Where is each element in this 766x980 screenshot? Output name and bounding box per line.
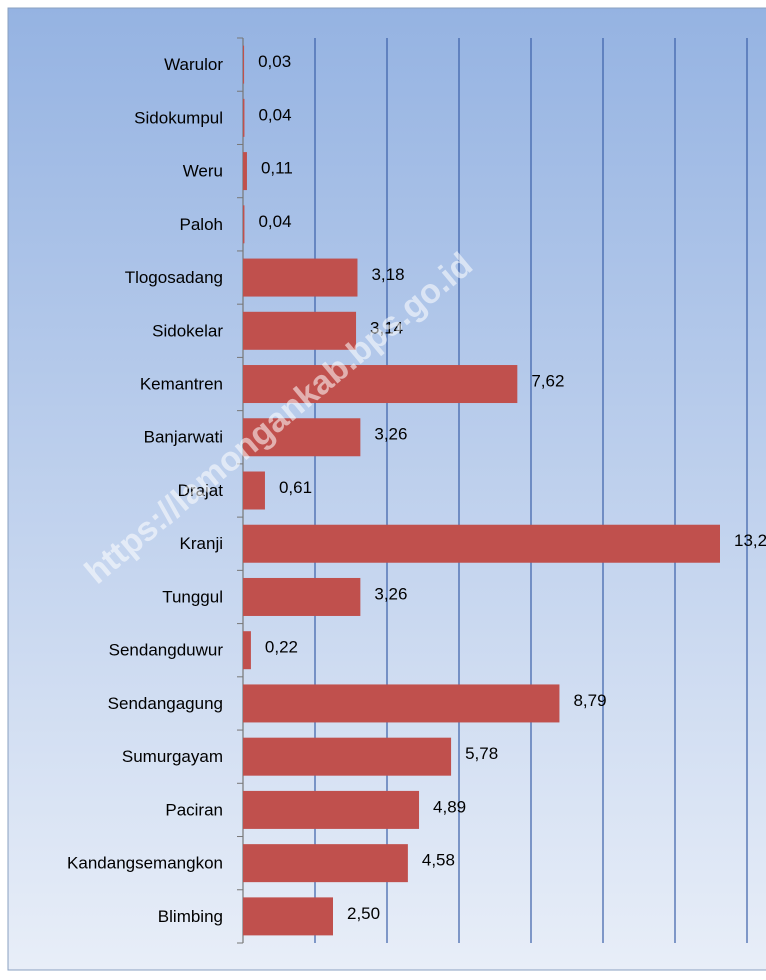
- data-label: 3,26: [374, 425, 407, 444]
- data-label: 3,14: [370, 318, 403, 337]
- y-tick-label: Tunggul: [162, 587, 223, 606]
- bar: [243, 897, 333, 936]
- y-tick-label: Sendangduwur: [109, 641, 224, 660]
- bar: [243, 205, 245, 244]
- bar: [243, 684, 560, 723]
- data-label: 0,03: [258, 52, 291, 71]
- bar: [243, 418, 361, 457]
- y-tick-label: Sidokelar: [152, 321, 223, 340]
- y-tick-label: Paciran: [165, 800, 223, 819]
- y-tick-label: Warulor: [164, 55, 223, 74]
- y-tick-label: Drajat: [178, 481, 224, 500]
- y-tick-label: Kandangsemangkon: [67, 854, 223, 873]
- data-label: 0,11: [261, 159, 293, 178]
- data-label: 13,25: [734, 531, 766, 550]
- bar: [243, 790, 420, 829]
- bar: [243, 258, 358, 297]
- data-label: 3,18: [371, 265, 404, 284]
- data-label: 2,50: [347, 904, 380, 923]
- y-tick-label: Banjarwati: [144, 428, 223, 447]
- bar: [243, 471, 265, 510]
- data-label: 5,78: [465, 744, 498, 763]
- marks: Warulor 0,03 Sidokumpul 0,04 Weru 0,11 Paloh 0,…: [67, 45, 766, 936]
- data-label: 7,62: [531, 372, 564, 391]
- data-label: 4,89: [433, 797, 466, 816]
- y-tick-label: Weru: [183, 162, 223, 181]
- y-tick-label: Sidokumpul: [134, 108, 223, 127]
- bar: [243, 152, 247, 191]
- bar: [243, 311, 357, 350]
- y-tick-label: Sendangagung: [108, 694, 223, 713]
- data-label: 0,22: [265, 638, 298, 657]
- bar: [243, 631, 251, 670]
- data-label: 3,26: [374, 584, 407, 603]
- data-label: 8,79: [573, 691, 606, 710]
- data-label: 4,58: [422, 851, 455, 870]
- y-tick-label: Kranji: [180, 534, 223, 553]
- bar: [243, 365, 518, 404]
- data-label: 0,61: [279, 478, 312, 497]
- bar: [243, 45, 245, 84]
- y-tick-label: Blimbing: [158, 907, 223, 926]
- bar: [243, 98, 245, 137]
- bar: [243, 737, 452, 776]
- bar: [243, 577, 361, 616]
- bar: [243, 524, 720, 563]
- y-tick-label: Kemantren: [140, 375, 223, 394]
- y-tick-label: Sumurgayam: [122, 747, 223, 766]
- data-label: 0,04: [258, 212, 291, 231]
- y-tick-label: Tlogosadang: [125, 268, 223, 287]
- data-label: 0,04: [258, 105, 291, 124]
- bar: [243, 844, 408, 883]
- y-tick-label: Paloh: [180, 215, 223, 234]
